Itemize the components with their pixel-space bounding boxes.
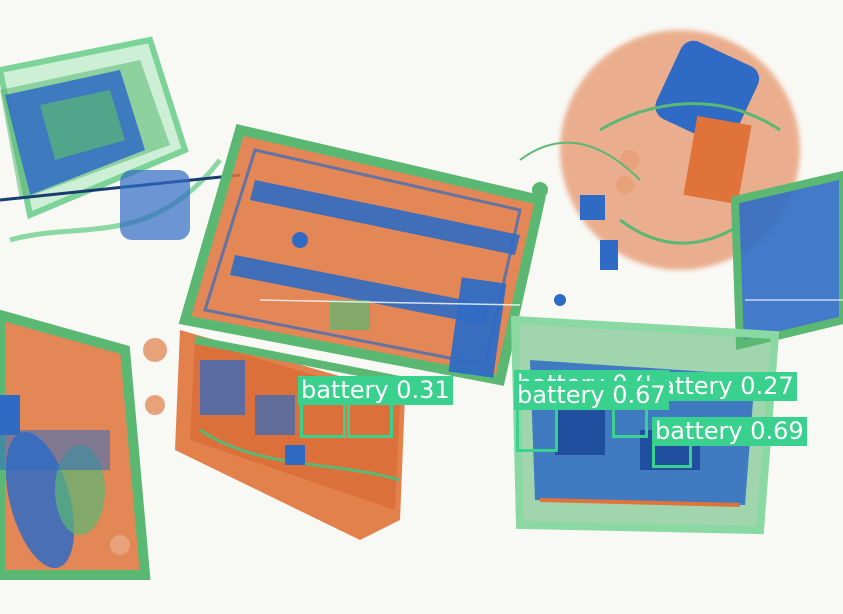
backpack-top-right — [560, 30, 800, 270]
detection-box — [516, 404, 558, 452]
laptop-right — [730, 170, 843, 351]
detection-label: battery 0.67 — [514, 381, 669, 410]
detection-box — [300, 400, 346, 438]
detection-label: battery 0.69 — [652, 417, 807, 446]
suitcase-left — [0, 309, 167, 580]
suitcase-center — [178, 124, 546, 386]
laptop-bag-top-left — [0, 36, 241, 243]
detection-box — [347, 400, 393, 438]
loose-items — [519, 141, 641, 306]
detection-label: battery 0.31 — [298, 376, 453, 405]
